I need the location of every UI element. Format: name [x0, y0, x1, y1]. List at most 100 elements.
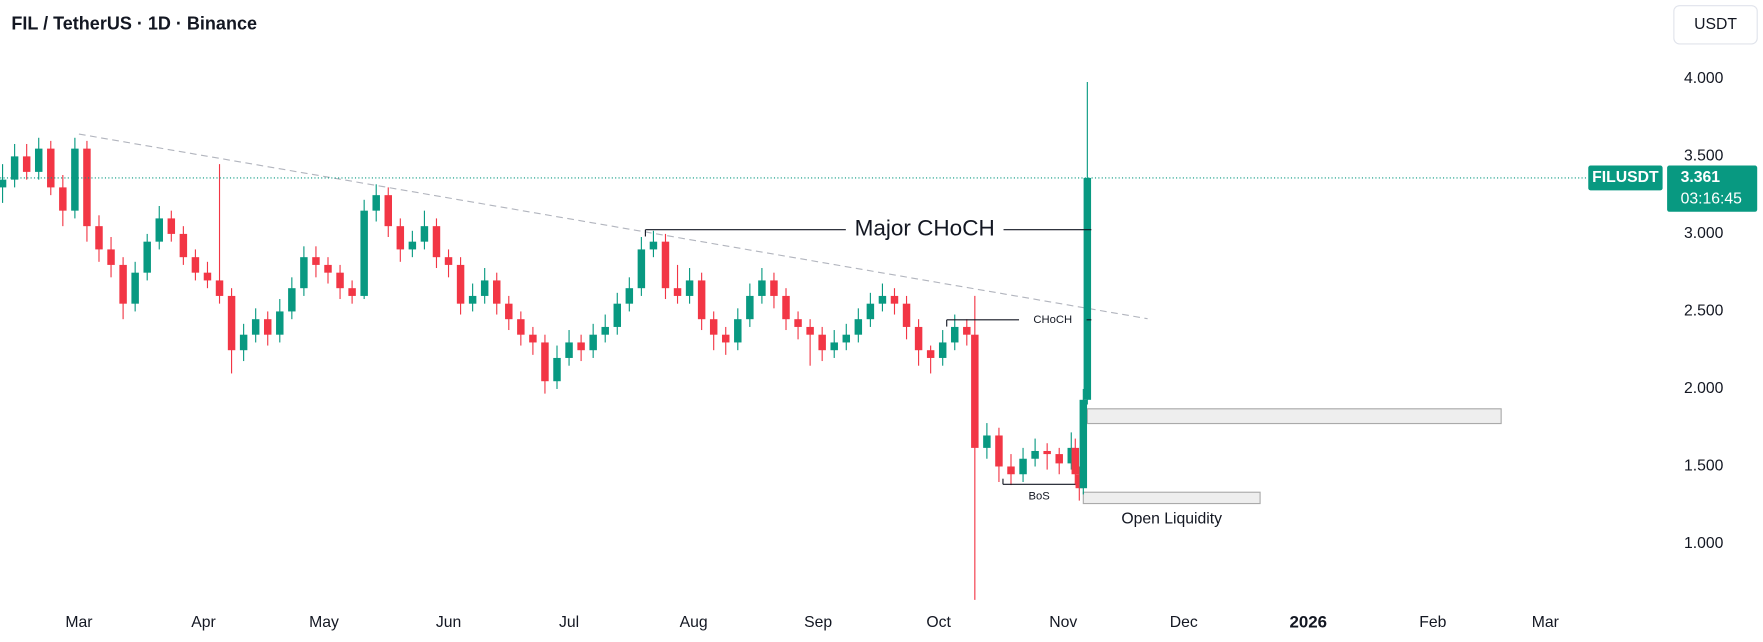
- candle-body: [408, 241, 417, 250]
- y-tick-label: 2.000: [1684, 380, 1724, 397]
- candle-body: [794, 319, 802, 327]
- candle-body: [119, 264, 127, 304]
- candle-body: [179, 233, 188, 258]
- candle-body: [854, 319, 863, 335]
- candle-body: [1055, 454, 1063, 464]
- candle-body: [203, 272, 212, 281]
- x-tick-label: Aug: [680, 614, 708, 631]
- candle-body: [722, 334, 730, 343]
- y-tick-label: 1.000: [1684, 535, 1724, 552]
- candle-body: [1071, 447, 1080, 475]
- candle-body: [348, 288, 356, 296]
- candle-body: [782, 295, 790, 320]
- x-tick-label: May: [309, 614, 339, 631]
- candle-body: [360, 210, 368, 296]
- candle-body: [770, 280, 778, 296]
- x-tick-label: Mar: [1532, 614, 1559, 631]
- candle-body: [10, 156, 19, 180]
- candle-body: [1083, 177, 1092, 400]
- zone-label: Open Liquidity: [1121, 510, 1222, 527]
- candle-body: [468, 295, 477, 304]
- candle-body: [131, 272, 139, 304]
- candle-body: [107, 249, 115, 265]
- candle-body: [541, 342, 549, 382]
- x-tick-label: Oct: [926, 614, 951, 631]
- x-tick-label: 2026: [1290, 612, 1328, 631]
- candle-body: [601, 326, 609, 335]
- candle-body: [300, 257, 308, 289]
- candle-body: [59, 187, 67, 211]
- candle-body: [983, 435, 991, 448]
- candle-body: [673, 288, 682, 296]
- candle-body: [1019, 458, 1027, 475]
- candle-body: [758, 280, 766, 296]
- candle-body: [649, 241, 658, 250]
- candle-body: [22, 156, 31, 172]
- level-label: Major CHoCH: [855, 216, 995, 241]
- y-tick-label: 1.500: [1684, 458, 1724, 475]
- candle-body: [517, 319, 525, 335]
- candle-body: [493, 280, 501, 304]
- symbol-badge: [1588, 165, 1663, 191]
- trendline: [78, 133, 1148, 320]
- candle-body: [565, 342, 573, 358]
- candle-body: [71, 148, 79, 211]
- candle-body: [914, 326, 923, 351]
- x-tick-label: Jun: [436, 614, 461, 631]
- candle-body: [734, 319, 742, 343]
- candle-body: [312, 257, 320, 265]
- candle-body: [709, 319, 718, 335]
- candle-body: [480, 280, 489, 296]
- x-tick-label: Apr: [191, 614, 216, 631]
- x-tick-label: Jul: [559, 614, 579, 631]
- candle-body: [47, 148, 55, 188]
- candle-body: [685, 280, 694, 296]
- candle-body: [661, 241, 670, 289]
- candle-body: [902, 303, 911, 327]
- candle-body: [288, 288, 296, 312]
- candle-body: [995, 435, 1003, 467]
- chart-title: FIL / TetherUS · 1D · Binance: [11, 14, 257, 34]
- candle-body: [505, 303, 513, 320]
- countdown-label: 03:16:45: [1681, 190, 1743, 207]
- candle-body: [456, 264, 465, 304]
- candle-body: [878, 295, 887, 304]
- candle-body: [263, 319, 272, 335]
- candle-body: [396, 226, 405, 250]
- candle-body: [336, 272, 344, 289]
- candle-body: [215, 280, 224, 296]
- price-label: 3.361: [1681, 169, 1721, 186]
- candle-body: [444, 257, 453, 265]
- candle-body: [420, 226, 429, 242]
- candle-body: [324, 264, 332, 273]
- symbol-label: FILUSDT: [1592, 169, 1659, 186]
- candle-body: [697, 280, 706, 320]
- y-tick-label: 4.000: [1684, 70, 1724, 87]
- x-tick-label: Mar: [65, 614, 92, 631]
- candle-body: [167, 218, 176, 234]
- candle-body: [1079, 399, 1088, 489]
- y-tick-label: 2.500: [1684, 303, 1724, 320]
- x-tick-label: Dec: [1170, 614, 1198, 631]
- currency-label[interactable]: USDT: [1694, 16, 1737, 33]
- currency-button[interactable]: [1673, 5, 1758, 45]
- candle-body: [866, 303, 875, 320]
- candle-body: [963, 326, 971, 335]
- x-tick-label: Feb: [1419, 614, 1446, 631]
- candle-body: [938, 342, 947, 358]
- candle-body: [637, 249, 646, 289]
- candle-body: [191, 257, 200, 273]
- candle-body: [890, 295, 899, 304]
- candle-body: [625, 288, 634, 304]
- candle-body: [1075, 474, 1084, 489]
- candle-body: [842, 334, 851, 343]
- candle-body: [34, 148, 43, 172]
- candle-body: [95, 226, 103, 250]
- candle-body: [577, 342, 585, 351]
- candle-body: [83, 148, 91, 227]
- level-label: BoS: [1028, 491, 1049, 503]
- x-tick-label: Sep: [804, 614, 832, 631]
- candle-body: [1067, 447, 1075, 464]
- candle-body: [613, 303, 622, 327]
